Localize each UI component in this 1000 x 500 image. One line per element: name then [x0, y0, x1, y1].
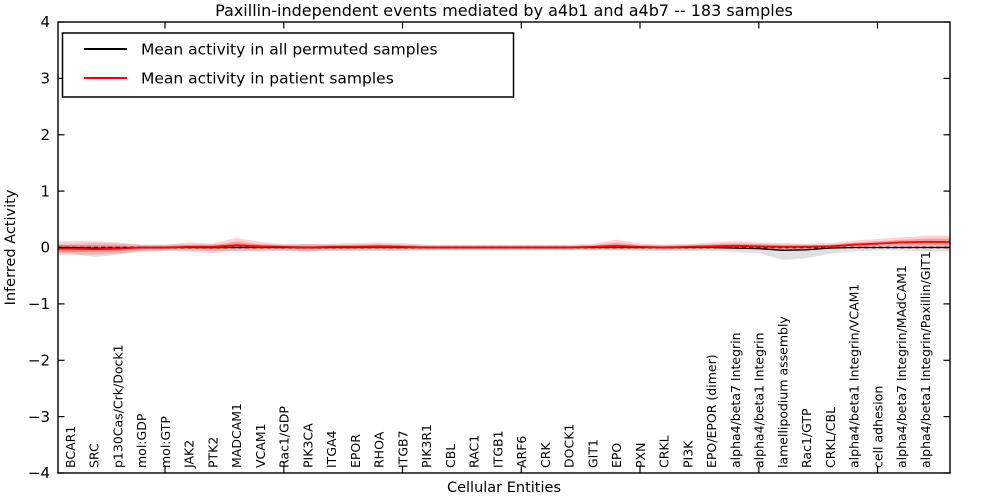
- entity-label: EPOR: [348, 434, 363, 468]
- entity-label: p130Cas/Crk/Dock1: [110, 344, 125, 468]
- y-tick-label: 1: [40, 182, 50, 200]
- entity-label: GIT1: [585, 439, 600, 468]
- entity-label: mol:GTP: [158, 416, 173, 468]
- entity-label: CRK: [538, 442, 553, 468]
- entity-label: SRC: [87, 443, 102, 468]
- entity-label: EPO/EPOR (dimer): [704, 354, 719, 468]
- entity-label: PTK2: [205, 437, 220, 468]
- entity-label: Rac1/GDP: [277, 406, 292, 468]
- entity-label: PXN: [633, 443, 648, 468]
- entity-label: mol:GDP: [134, 413, 149, 468]
- entity-label: alpha4/beta7 Integrin: [728, 332, 743, 468]
- entity-label: ITGA4: [324, 430, 339, 468]
- legend: Mean activity in all permuted samples Mea…: [61, 32, 515, 98]
- y-axis-label: Inferred Activity: [3, 189, 19, 305]
- entity-label: alpha4/beta7 Integrin/MAdCAM1: [894, 265, 909, 468]
- legend-label: Mean activity in patient samples: [141, 70, 394, 88]
- entity-label: BCAR1: [63, 426, 78, 468]
- entity-label: PIK3R1: [419, 424, 434, 468]
- y-tick-label: 0: [40, 239, 50, 257]
- entity-label: MADCAM1: [229, 403, 244, 468]
- entity-label: CRKL/CBL: [823, 407, 838, 468]
- y-tick-label: −4: [28, 464, 50, 482]
- y-tick-label: 2: [40, 126, 50, 144]
- entity-label: ITGB7: [395, 430, 410, 468]
- y-tick-label: −2: [28, 351, 50, 369]
- entity-label: ARF6: [514, 436, 529, 468]
- entity-label: alpha4/beta1 Integrin: [752, 332, 767, 468]
- entity-label: JAK2: [182, 440, 197, 469]
- entity-label: PIK3CA: [300, 423, 315, 468]
- y-tick-label: −1: [28, 295, 50, 313]
- entity-label: EPO: [609, 443, 624, 468]
- entity-label: CRKL: [657, 435, 672, 468]
- entity-label: alpha4/beta1 Integrin/Paxillin/GIT1: [918, 251, 933, 468]
- entity-label: ITGB1: [490, 430, 505, 468]
- entity-label: RAC1: [467, 435, 482, 468]
- entity-label: CBL: [443, 444, 458, 468]
- entity-label: PI3K: [680, 440, 695, 468]
- y-tick-label: 4: [40, 13, 50, 31]
- legend-label: Mean activity in all permuted samples: [141, 41, 438, 59]
- x-axis-label: Cellular Entities: [447, 480, 561, 496]
- entity-label: DOCK1: [562, 424, 577, 468]
- entity-label: lamellipodium assembly: [775, 316, 790, 468]
- patient-band-outer: [58, 235, 950, 255]
- entity-label: RHOA: [372, 431, 387, 468]
- entity-label: cell adhesion: [870, 386, 885, 468]
- y-tick-label: −3: [28, 408, 50, 426]
- entity-label: VCAM1: [253, 423, 268, 468]
- patient-mean-line: [58, 240, 950, 251]
- legend-box: [61, 32, 515, 98]
- entity-label: Rac1/GTP: [799, 408, 814, 468]
- chart-title: Paxillin-independent events mediated by …: [215, 1, 793, 20]
- entity-label: alpha4/beta1 Integrin/VCAM1: [847, 284, 862, 468]
- y-tick-label: 3: [40, 70, 50, 88]
